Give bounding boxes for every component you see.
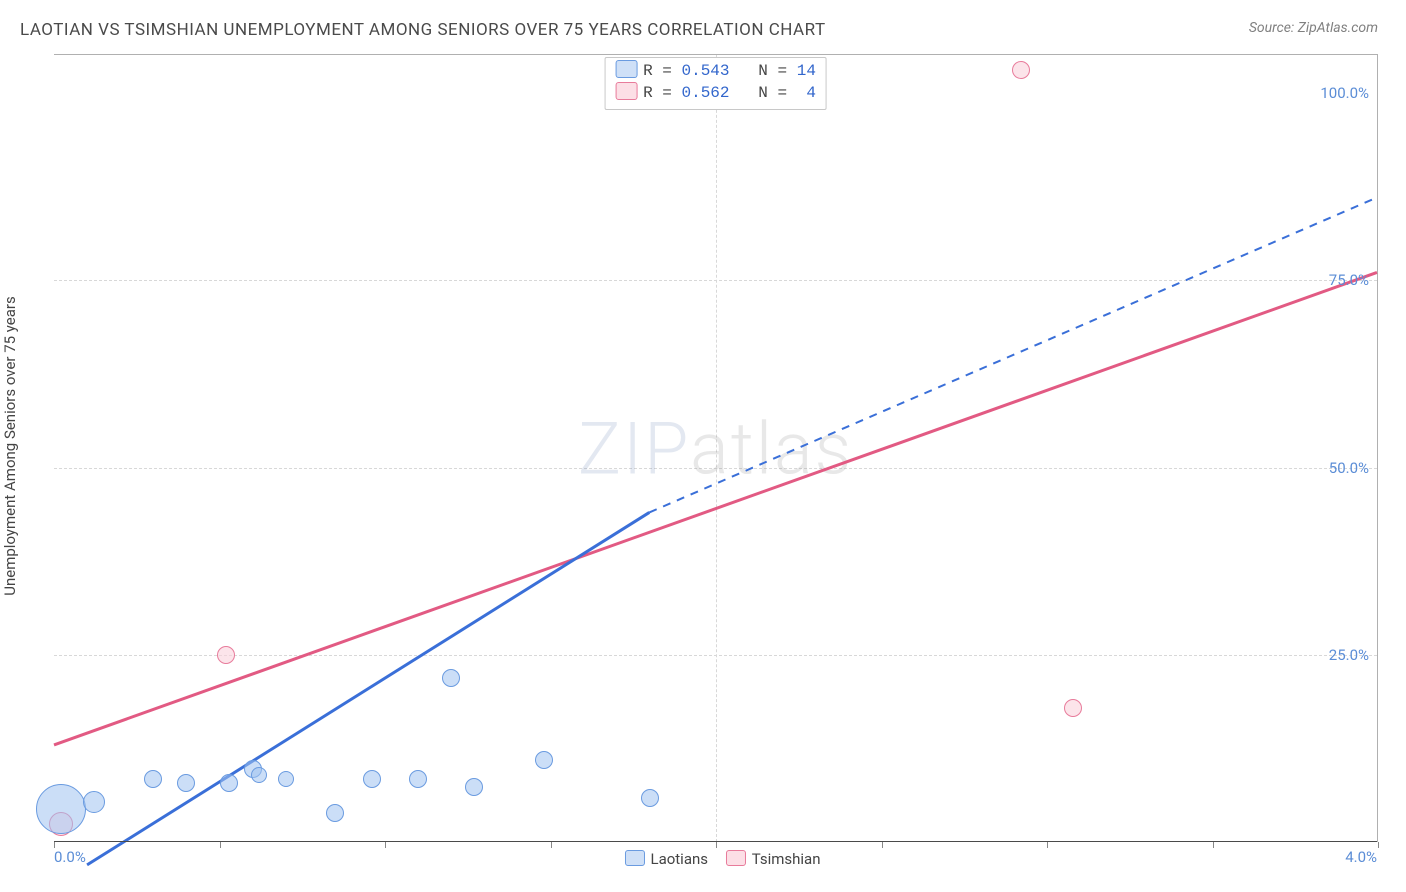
- laotians-point: [251, 767, 267, 783]
- stat-swatch-1: [615, 60, 637, 78]
- laotians-point: [409, 770, 427, 788]
- laotians-point: [442, 669, 460, 687]
- laotians-point: [465, 778, 483, 796]
- laotians-point: [144, 770, 162, 788]
- y-axis-label: Unemployment Among Seniors over 75 years: [1, 296, 19, 595]
- tsimshian-point: [1012, 61, 1030, 79]
- x-tick: [54, 842, 55, 848]
- x-tick: [716, 842, 717, 848]
- y-tick-label: 50.0%: [1329, 459, 1369, 477]
- series-swatch-1: [624, 850, 644, 866]
- stat-n-2: 4: [797, 84, 816, 102]
- trend-lines: [54, 55, 1377, 842]
- x-tick: [1047, 842, 1048, 848]
- x-tick: [220, 842, 221, 848]
- x-tick-label-min: 0.0%: [54, 848, 86, 866]
- x-tick: [882, 842, 883, 848]
- laotians-point: [36, 784, 86, 834]
- x-tick-label-max: 4.0%: [1345, 848, 1377, 866]
- stat-swatch-2: [615, 82, 637, 100]
- laotians-point: [278, 771, 294, 787]
- x-tick: [385, 842, 386, 848]
- y-tick-label: 25.0%: [1329, 646, 1369, 664]
- laotians-point: [326, 804, 344, 822]
- source-attribution: Source: ZipAtlas.com: [1249, 20, 1378, 36]
- series-legend: Laotians Tsimshian: [610, 850, 820, 868]
- plot-area: ZIPatlas R = 0.543 N = 14 R = 0.562 N = …: [54, 55, 1377, 842]
- series-label-2: Tsimshian: [752, 850, 821, 868]
- stat-r-1: 0.543: [681, 62, 729, 80]
- stat-r-2: 0.562: [681, 84, 729, 102]
- series-label-1: Laotians: [650, 850, 708, 868]
- chart-frame: ZIPatlas R = 0.543 N = 14 R = 0.562 N = …: [54, 54, 1378, 842]
- y-tick-label: 100.0%: [1320, 84, 1369, 102]
- series-swatch-2: [726, 850, 746, 866]
- laotians-point: [220, 774, 238, 792]
- stat-n-1: 14: [797, 62, 816, 80]
- x-tick: [551, 842, 552, 848]
- laotians-point: [641, 789, 659, 807]
- laotians-point: [177, 774, 195, 792]
- tsimshian-point: [1064, 699, 1082, 717]
- tsimshian-point: [217, 646, 235, 664]
- x-tick: [1378, 842, 1379, 848]
- x-tick: [1213, 842, 1214, 848]
- laotians-point: [535, 751, 553, 769]
- stat-legend: R = 0.543 N = 14 R = 0.562 N = 4: [604, 57, 827, 110]
- laotians-point: [83, 791, 105, 813]
- stat-legend-row-1: R = 0.543 N = 14: [615, 60, 816, 82]
- stat-legend-row-2: R = 0.562 N = 4: [615, 82, 816, 104]
- y-tick-label: 75.0%: [1329, 271, 1369, 289]
- chart-title: LAOTIAN VS TSIMSHIAN UNEMPLOYMENT AMONG …: [20, 20, 826, 40]
- laotians-point: [363, 770, 381, 788]
